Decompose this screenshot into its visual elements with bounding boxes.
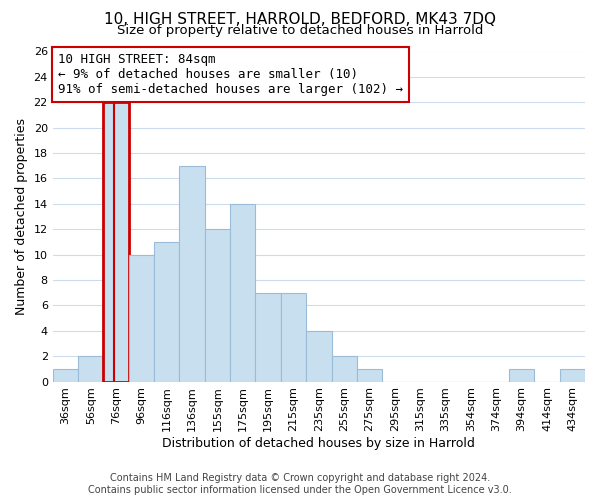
Bar <box>560 369 585 382</box>
Bar <box>53 369 78 382</box>
Bar <box>332 356 357 382</box>
Y-axis label: Number of detached properties: Number of detached properties <box>15 118 28 315</box>
Bar <box>78 356 103 382</box>
Bar <box>129 254 154 382</box>
Bar <box>306 331 332 382</box>
Text: Contains HM Land Registry data © Crown copyright and database right 2024.
Contai: Contains HM Land Registry data © Crown c… <box>88 474 512 495</box>
Bar <box>179 166 205 382</box>
Text: 10 HIGH STREET: 84sqm
← 9% of detached houses are smaller (10)
91% of semi-detac: 10 HIGH STREET: 84sqm ← 9% of detached h… <box>58 53 403 96</box>
Bar <box>281 292 306 382</box>
Bar <box>205 229 230 382</box>
Bar <box>509 369 535 382</box>
Bar <box>154 242 179 382</box>
Text: Size of property relative to detached houses in Harrold: Size of property relative to detached ho… <box>117 24 483 37</box>
Bar <box>103 102 129 382</box>
X-axis label: Distribution of detached houses by size in Harrold: Distribution of detached houses by size … <box>163 437 475 450</box>
Bar <box>256 292 281 382</box>
Bar <box>230 204 256 382</box>
Text: 10, HIGH STREET, HARROLD, BEDFORD, MK43 7DQ: 10, HIGH STREET, HARROLD, BEDFORD, MK43 … <box>104 12 496 28</box>
Bar <box>357 369 382 382</box>
